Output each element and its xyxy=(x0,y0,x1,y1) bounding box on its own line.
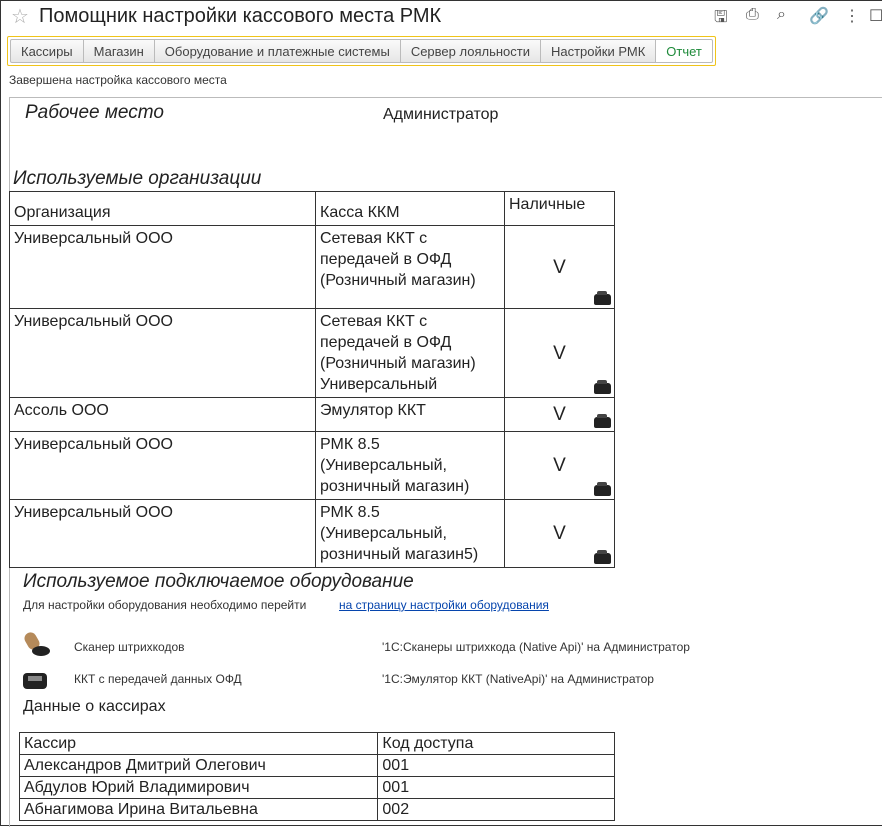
table-header-row: Организация Касса ККМ Наличные xyxy=(9,191,615,226)
table-header-row: Кассир Код доступа xyxy=(18,732,615,755)
table-row: Ассоль ООО Эмулятор ККТ V xyxy=(9,397,615,432)
access-code: 001 xyxy=(377,776,615,799)
kkm-cell: Сетевая ККТ с передачей в ОФД (Розничный… xyxy=(315,308,505,398)
table-row: Универсальный ООО РМК 8.5 (Универсальный… xyxy=(9,499,615,568)
cash-cell: V xyxy=(504,397,615,432)
access-code: 001 xyxy=(377,754,615,777)
tab-loyalty-server[interactable]: Сервер лояльности xyxy=(400,39,541,63)
equipment-heading: Используемое подключаемое оборудование xyxy=(23,571,414,592)
cashiers-heading: Данные о кассирах xyxy=(23,698,166,715)
equipment-type: ККТ с передачей данных ОФД xyxy=(74,672,242,686)
cash-cell: V xyxy=(504,308,615,398)
cash-register-icon xyxy=(594,291,611,305)
header-kkm: Касса ККМ xyxy=(315,191,505,226)
table-row: Универсальный ООО РМК 8.5 (Универсальный… xyxy=(9,431,615,500)
org-cell: Универсальный ООО xyxy=(9,431,316,500)
cash-cell: V xyxy=(504,499,615,568)
more-icon[interactable]: ⋮ xyxy=(844,8,860,25)
org-cell: Универсальный ООО xyxy=(9,225,316,309)
tab-store[interactable]: Магазин xyxy=(83,39,155,63)
workplace-label: Рабочее место xyxy=(25,102,164,123)
cash-cell: V xyxy=(504,225,615,309)
barcode-scanner-icon xyxy=(22,630,52,660)
cash-register-icon xyxy=(594,482,611,496)
cashier-name: Абнагимова Ирина Витальевна xyxy=(18,798,379,821)
equipment-value: '1С:Эмулятор ККТ (NativeApi)' на Админис… xyxy=(382,672,654,686)
kkm-cell: РМК 8.5 (Универсальный, розничный магази… xyxy=(315,499,505,568)
kkm-cell: РМК 8.5 (Универсальный, розничный магази… xyxy=(315,431,505,500)
preview-icon[interactable]: ⌕ xyxy=(777,6,786,23)
table-row: Абнагимова Ирина Витальевна 002 xyxy=(18,798,615,821)
org-cell: Ассоль ООО xyxy=(9,397,316,432)
equipment-note: Для настройки оборудования необходимо пе… xyxy=(23,598,307,612)
cash-value: V xyxy=(553,404,566,425)
orgs-table: Организация Касса ККМ Наличные Универсал… xyxy=(9,191,615,568)
tab-cashiers[interactable]: Кассиры xyxy=(10,39,84,63)
kkm-cell: Эмулятор ККТ xyxy=(315,397,505,432)
cashier-name: Абдулов Юрий Владимирович xyxy=(18,776,379,799)
header-code: Код доступа xyxy=(377,732,615,755)
equipment-value: '1С:Сканеры штрихкода (Native Api)' на А… xyxy=(382,640,690,654)
cash-register-icon xyxy=(594,414,611,428)
window-title: Помощник настройки кассового места РМК xyxy=(39,5,442,27)
link-icon[interactable]: 🔗 xyxy=(809,8,829,25)
cash-value: V xyxy=(553,523,566,544)
header-cashier: Кассир xyxy=(18,732,379,755)
tab-bar: Кассиры Магазин Оборудование и платежные… xyxy=(7,36,716,66)
table-row: Универсальный ООО Сетевая ККТ с передаче… xyxy=(9,308,615,398)
tab-equipment[interactable]: Оборудование и платежные системы xyxy=(154,39,401,63)
header-org: Организация xyxy=(9,191,316,226)
org-cell: Универсальный ООО xyxy=(9,308,316,398)
equipment-settings-link[interactable]: на страницу настройки оборудования xyxy=(339,598,549,612)
favorite-star-icon[interactable]: ☆ xyxy=(11,6,29,28)
cash-register-icon xyxy=(594,380,611,394)
orgs-heading: Используемые организации xyxy=(13,168,262,189)
cash-value: V xyxy=(553,256,566,278)
cash-register-icon xyxy=(594,550,611,564)
table-row: Александров Дмитрий Олегович 001 xyxy=(18,754,615,777)
header-cash: Наличные xyxy=(504,191,615,226)
cash-cell: V xyxy=(504,431,615,500)
cash-value: V xyxy=(553,455,566,476)
table-row: Абдулов Юрий Владимирович 001 xyxy=(18,776,615,799)
table-row: Универсальный ООО Сетевая ККТ с передаче… xyxy=(9,225,615,309)
print-icon[interactable]: ⎙ xyxy=(746,6,759,23)
save-icon[interactable]: 🖫 xyxy=(714,9,728,26)
kkm-cell: Сетевая ККТ с передачей в ОФД (Розничный… xyxy=(315,225,505,309)
status-text: Завершена настройка кассового места xyxy=(9,73,227,87)
maximize-icon[interactable]: ☐ xyxy=(869,8,882,25)
tab-rmk-settings[interactable]: Настройки РМК xyxy=(540,39,657,63)
cash-value: V xyxy=(553,342,566,364)
org-cell: Универсальный ООО xyxy=(9,499,316,568)
cash-register-icon xyxy=(22,668,48,690)
access-code: 002 xyxy=(377,798,615,821)
equipment-type: Сканер штрихкодов xyxy=(74,640,185,654)
workplace-value: Администратор xyxy=(383,106,499,123)
tab-report[interactable]: Отчет xyxy=(656,39,713,63)
report-area: Рабочее место Администратор Используемые… xyxy=(9,97,882,827)
cashier-name: Александров Дмитрий Олегович xyxy=(18,754,379,777)
cashiers-table: Кассир Код доступа Александров Дмитрий О… xyxy=(18,732,615,821)
